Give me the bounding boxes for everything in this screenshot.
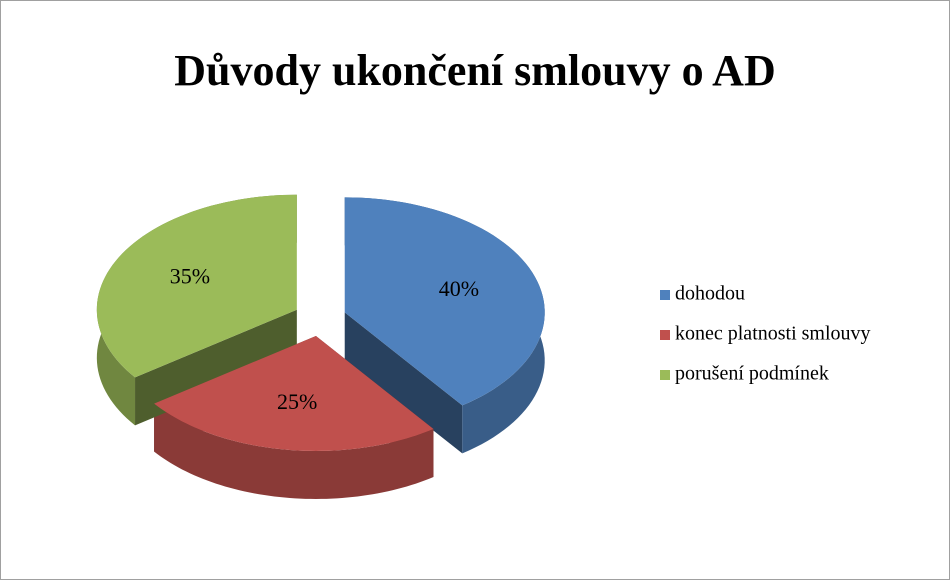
slice <box>96 194 297 378</box>
legend-swatch <box>660 370 670 380</box>
legend-label: konec platnosti smlouvy <box>675 323 871 345</box>
slice <box>154 335 434 451</box>
slice-outer-wall <box>154 403 434 499</box>
chart-title: Důvody ukončení smlouvy o AD <box>174 46 775 95</box>
legend: dohodou konec platnosti smlouvy porušení p… <box>660 283 871 385</box>
slice <box>344 197 545 406</box>
legend-swatch <box>660 290 670 300</box>
legend-label: dohodou <box>675 283 745 305</box>
legend-swatch <box>660 330 670 340</box>
slice-inner-wall <box>344 312 463 454</box>
data-label: 25% <box>277 389 317 414</box>
legend-label: porušení podmínek <box>675 363 829 385</box>
pie-tops: 40% 25% 35% <box>96 194 545 451</box>
data-label: 40% <box>439 276 479 301</box>
data-label: 35% <box>170 263 210 288</box>
